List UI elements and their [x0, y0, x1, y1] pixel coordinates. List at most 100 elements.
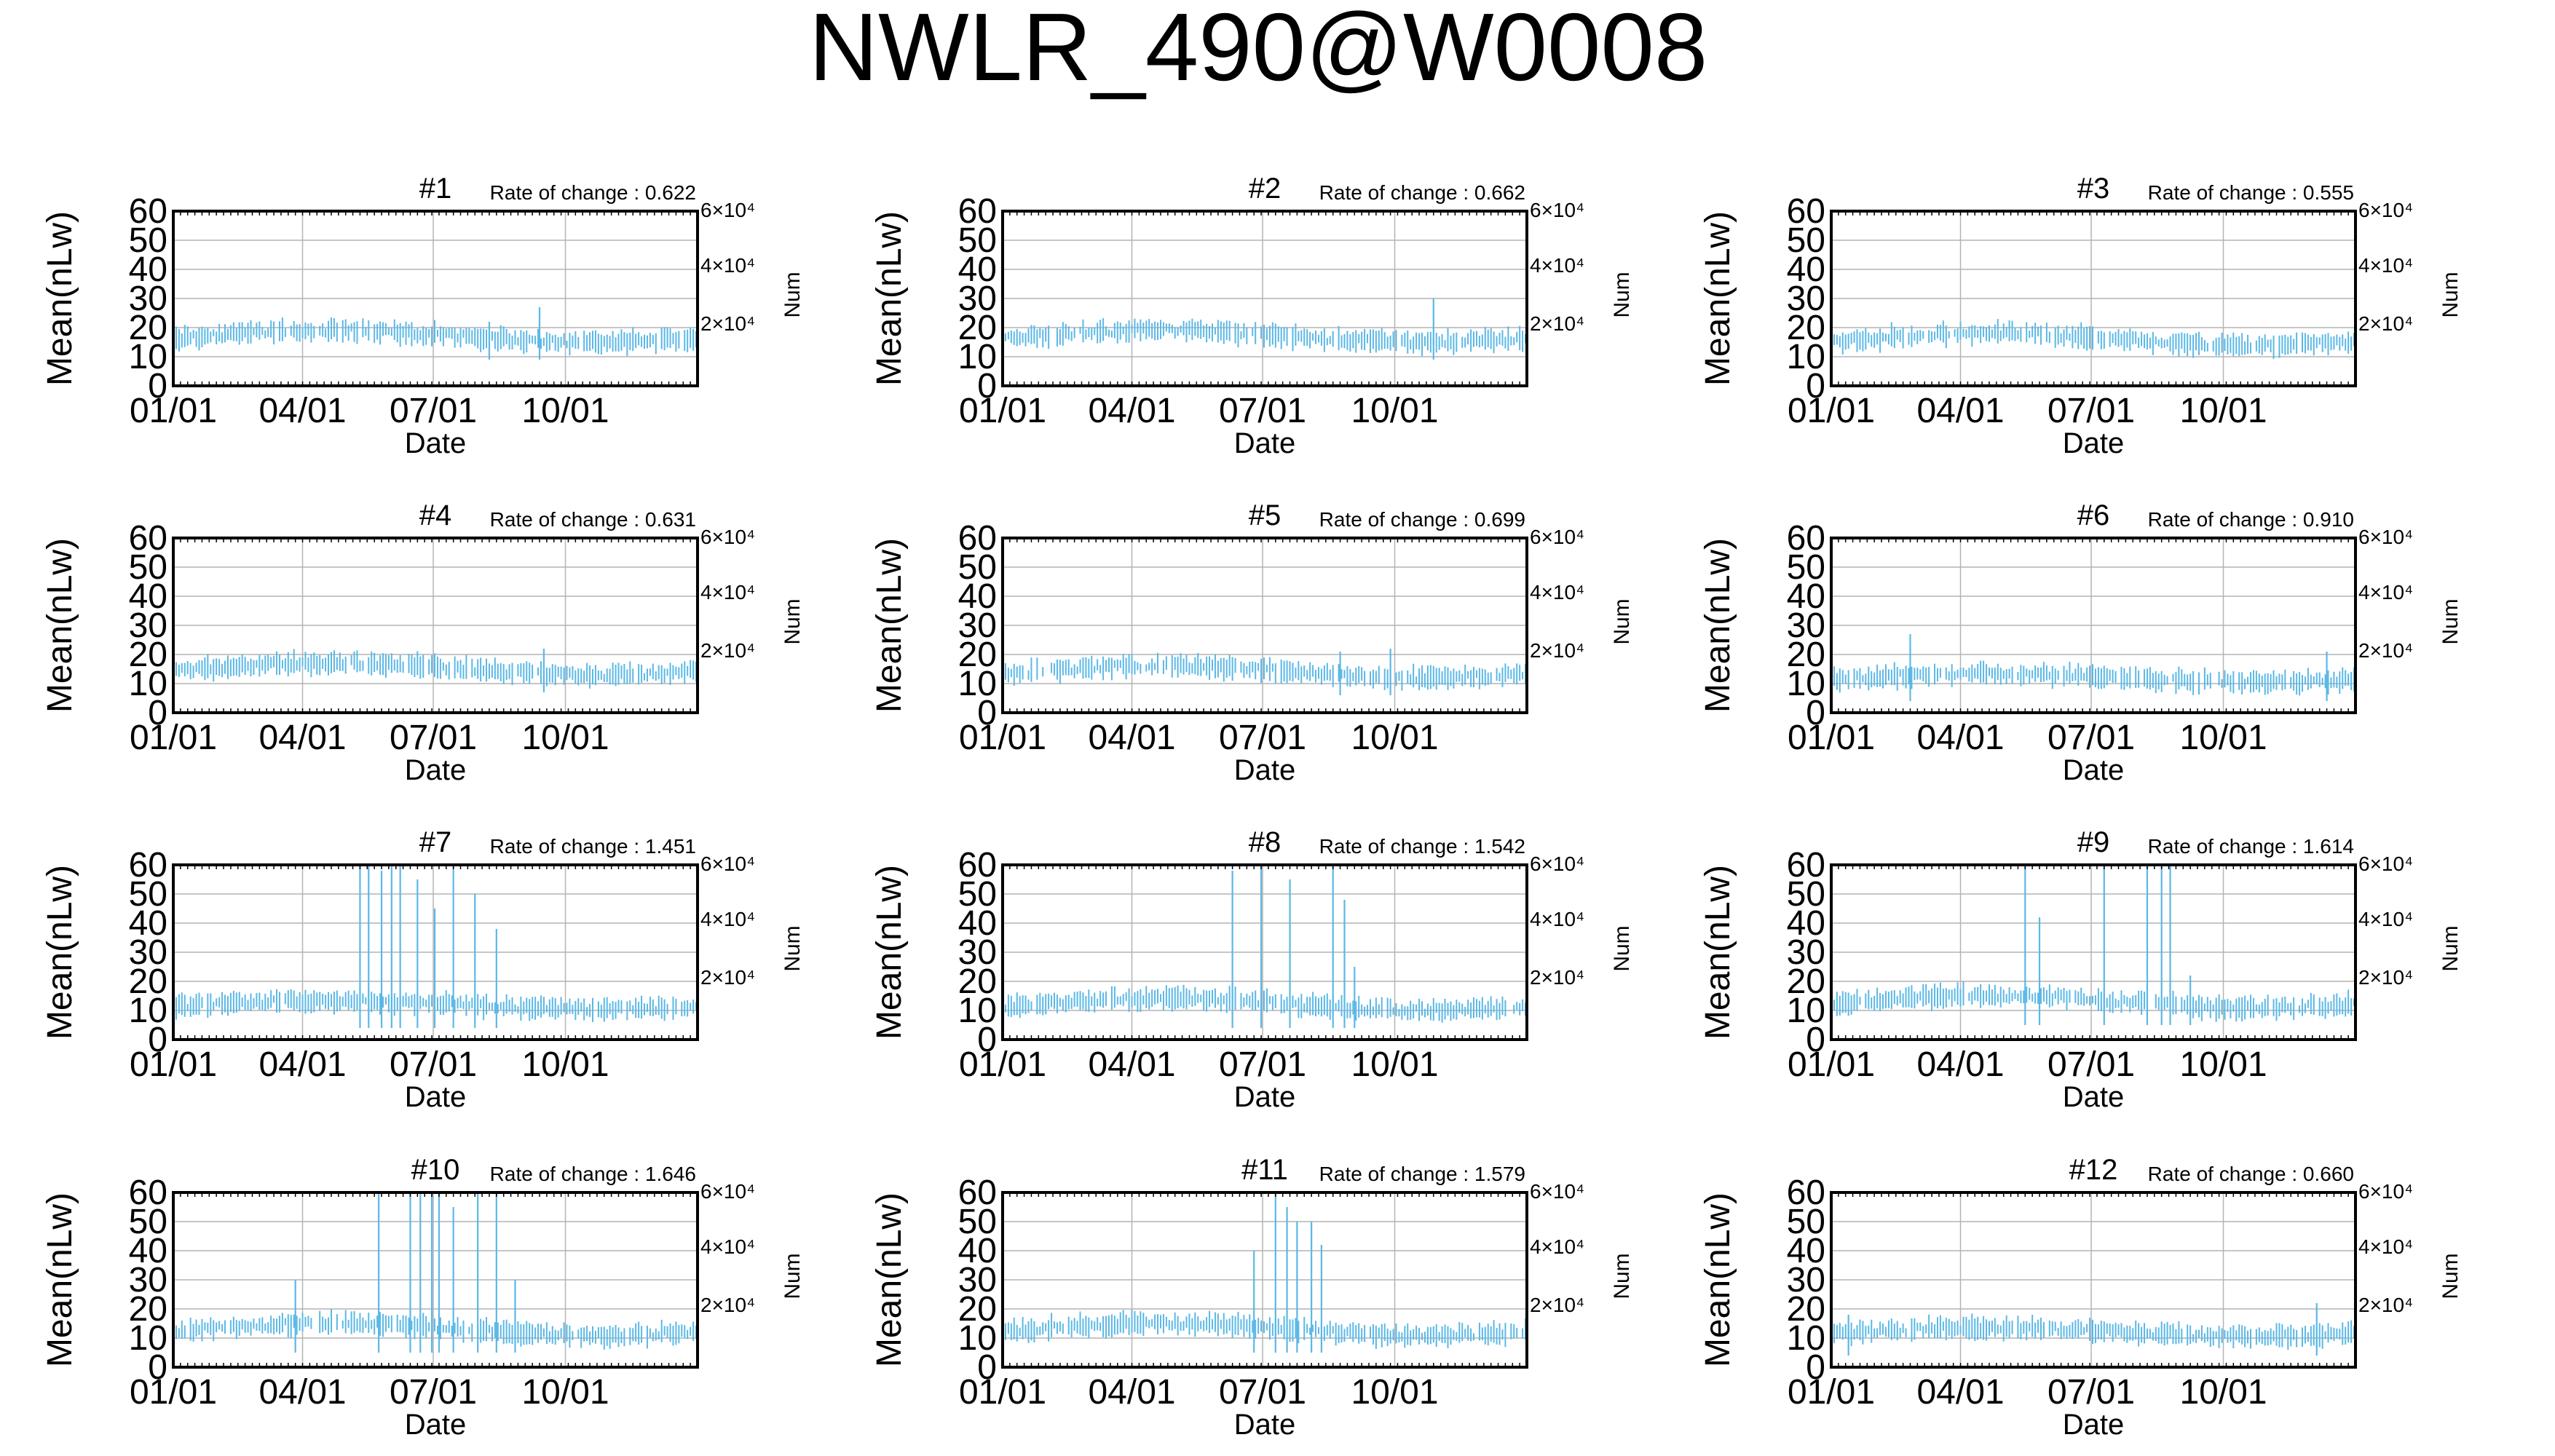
x-tick-label: 04/01 — [1088, 392, 1175, 430]
plot-frame — [172, 863, 699, 1041]
y2-tick-label: 6×10⁴ — [700, 526, 755, 548]
plot-frame — [172, 210, 699, 387]
x-tick-label: 04/01 — [1088, 1045, 1175, 1084]
x-tick-label: 07/01 — [1219, 719, 1306, 757]
x-tick-label: 07/01 — [1219, 1373, 1306, 1412]
y2-tick-label: 2×10⁴ — [2358, 966, 2413, 989]
y-tick-label: 40 — [958, 1232, 997, 1270]
x-tick-label: 01/01 — [1788, 392, 1875, 430]
y-tick-label: 50 — [1787, 221, 1825, 260]
y-tick-label: 30 — [129, 933, 167, 972]
y-tick-label: 40 — [1787, 250, 1825, 289]
y-axis-label: Mean(nLw) — [870, 538, 909, 713]
y2-tick-label: 6×10⁴ — [1530, 852, 1584, 875]
y-tick-label: 20 — [958, 1290, 997, 1329]
rate-of-change-label: Rate of change : 0.622 — [490, 181, 696, 204]
y2-tick-label: 2×10⁴ — [2358, 312, 2413, 335]
y-tick-label: 10 — [1787, 1319, 1825, 1358]
x-tick-label: 01/01 — [959, 719, 1046, 757]
y2-tick-label: 4×10⁴ — [700, 1235, 755, 1258]
y2-tick-label: 2×10⁴ — [700, 1294, 755, 1316]
panel-title: #8 — [1249, 826, 1282, 858]
rate-of-change-label: Rate of change : 0.660 — [2148, 1163, 2354, 1185]
plot-frame — [1830, 210, 2357, 387]
y-tick-label: 10 — [958, 665, 997, 703]
x-axis-label: Date — [1234, 1409, 1296, 1441]
rate-of-change-label: Rate of change : 0.555 — [2148, 181, 2354, 204]
x-axis-label: Date — [2063, 754, 2125, 786]
y2-axis-label: Num — [1610, 598, 1634, 644]
y-tick-label: 40 — [129, 1232, 167, 1270]
y-axis-label: Mean(nLw) — [41, 865, 79, 1040]
x-tick-label: 07/01 — [1219, 1045, 1306, 1084]
y-tick-label: 40 — [1787, 577, 1825, 616]
y2-tick-label: 4×10⁴ — [1530, 908, 1584, 930]
y-axis-label: Mean(nLw) — [1699, 1192, 1737, 1367]
y2-tick-label: 4×10⁴ — [2358, 254, 2413, 277]
x-axis-label: Date — [1234, 427, 1296, 459]
x-tick-label: 04/01 — [1088, 1373, 1175, 1412]
y-axis-label: Mean(nLw) — [41, 211, 79, 386]
y-tick-label: 60 — [1787, 192, 1825, 231]
y-tick-label: 20 — [958, 962, 997, 1001]
y-tick-label: 50 — [958, 221, 997, 260]
x-tick-label: 10/01 — [1351, 1045, 1438, 1084]
x-tick-label: 10/01 — [521, 1045, 609, 1084]
panel-title: #6 — [2077, 499, 2110, 531]
y-tick-label: 0 — [148, 694, 167, 732]
rate-of-change-label: Rate of change : 1.614 — [2148, 835, 2354, 858]
y-tick-label: 40 — [958, 250, 997, 289]
y2-tick-label: 6×10⁴ — [2358, 526, 2413, 548]
y2-axis-label: Num — [2438, 598, 2463, 644]
x-tick-label: 10/01 — [2179, 719, 2267, 757]
y-axis-label: Mean(nLw) — [41, 538, 79, 713]
y2-axis-label: Num — [2438, 272, 2463, 317]
y-axis-label: Mean(nLw) — [1699, 865, 1737, 1040]
y-tick-label: 50 — [958, 875, 997, 914]
y2-tick-label: 4×10⁴ — [1530, 1235, 1584, 1258]
plot-frame — [1001, 210, 1528, 387]
y-tick-label: 10 — [958, 338, 997, 376]
x-tick-label: 07/01 — [390, 392, 477, 430]
x-tick-label: 07/01 — [2047, 392, 2135, 430]
y-tick-label: 40 — [129, 577, 167, 616]
y-tick-label: 30 — [958, 1261, 997, 1299]
y2-tick-label: 2×10⁴ — [1530, 312, 1584, 335]
y2-axis-label: Num — [781, 272, 805, 317]
y-tick-label: 60 — [958, 1174, 997, 1212]
y-tick-label: 40 — [1787, 1232, 1825, 1270]
y2-tick-label: 2×10⁴ — [700, 966, 755, 989]
x-tick-label: 04/01 — [1916, 719, 2004, 757]
y-tick-label: 40 — [958, 904, 997, 943]
x-tick-label: 01/01 — [1788, 1045, 1875, 1084]
y-axis-label: Mean(nLw) — [870, 211, 909, 386]
x-tick-label: 07/01 — [2047, 1045, 2135, 1084]
plot-frame — [1001, 537, 1528, 714]
plot-frame — [1001, 1191, 1528, 1369]
x-tick-label: 01/01 — [1788, 1373, 1875, 1412]
y-tick-label: 60 — [129, 192, 167, 231]
y2-tick-label: 4×10⁴ — [2358, 1235, 2413, 1258]
y-tick-label: 60 — [1787, 846, 1825, 885]
y-tick-label: 50 — [958, 1203, 997, 1241]
y-tick-label: 10 — [958, 1319, 997, 1358]
x-tick-label: 10/01 — [521, 1373, 609, 1412]
x-tick-label: 01/01 — [959, 392, 1046, 430]
y-tick-label: 10 — [129, 992, 167, 1030]
y-tick-label: 0 — [977, 367, 997, 405]
y2-tick-label: 2×10⁴ — [1530, 1294, 1584, 1316]
x-tick-label: 07/01 — [2047, 1373, 2135, 1412]
y-tick-label: 10 — [1787, 338, 1825, 376]
y-tick-label: 20 — [129, 1290, 167, 1329]
y-tick-label: 0 — [1806, 1021, 1825, 1059]
x-axis-label: Date — [2063, 1409, 2125, 1441]
x-tick-label: 01/01 — [130, 1373, 217, 1412]
y-tick-label: 30 — [129, 606, 167, 645]
y-tick-label: 0 — [148, 367, 167, 405]
rate-of-change-label: Rate of change : 0.631 — [490, 508, 696, 531]
